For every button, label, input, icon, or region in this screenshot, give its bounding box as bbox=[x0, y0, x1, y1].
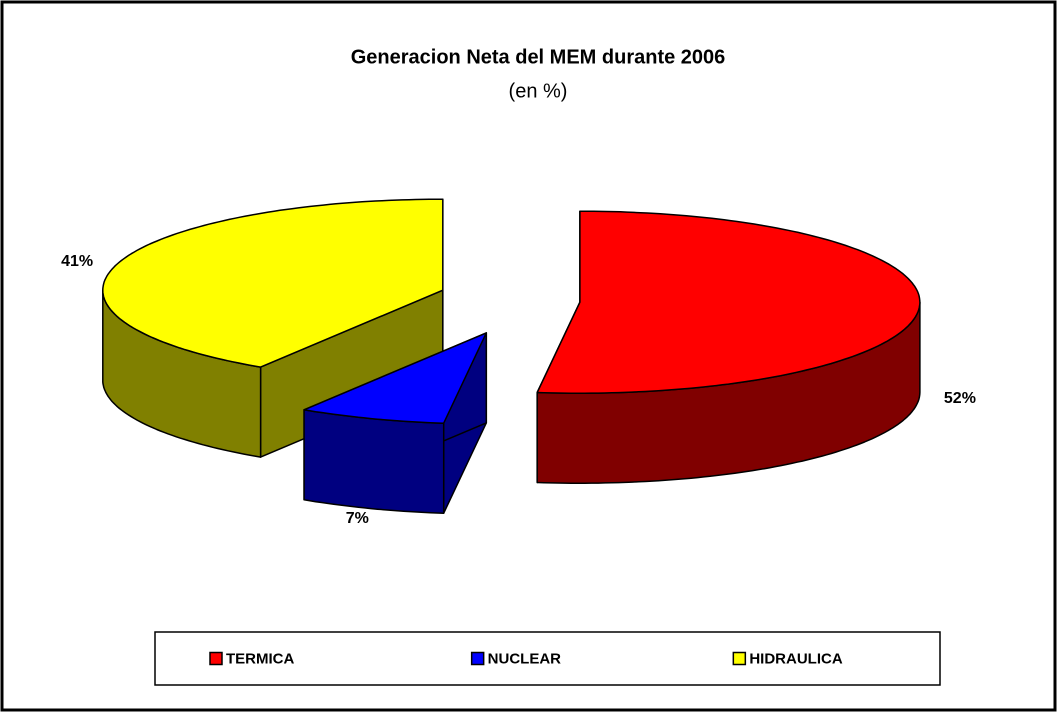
legend-swatch bbox=[209, 651, 223, 666]
chart-title: Generacion Neta del MEM durante 2006 bbox=[351, 46, 726, 68]
legend-label: TERMICA bbox=[226, 650, 294, 667]
legend bbox=[154, 631, 941, 686]
slice bbox=[536, 210, 921, 394]
slice-side bbox=[303, 409, 445, 514]
data-label: 41% bbox=[61, 253, 93, 270]
legend-label: NUCLEAR bbox=[488, 650, 561, 667]
legend-label: HIDRAULICA bbox=[749, 650, 842, 667]
legend-swatch bbox=[470, 651, 485, 666]
slice bbox=[303, 332, 488, 424]
chart-subtitle: (en %) bbox=[509, 80, 568, 102]
data-label: 7% bbox=[346, 510, 369, 527]
data-label: 52% bbox=[944, 390, 976, 407]
slice bbox=[102, 198, 444, 368]
legend-swatch bbox=[732, 651, 747, 666]
